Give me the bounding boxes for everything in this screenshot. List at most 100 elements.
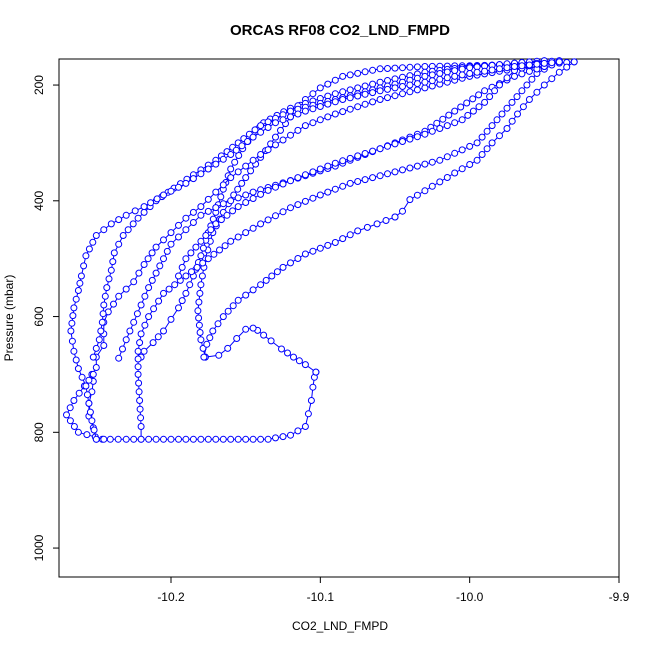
data-point (316, 244, 324, 252)
data-point (528, 75, 536, 83)
chart-title: ORCAS RF08 CO2_LND_FMPD (230, 22, 450, 39)
data-point (339, 108, 347, 116)
data-point (498, 110, 506, 118)
data-point (354, 69, 362, 77)
data-point (257, 435, 265, 443)
data-point (354, 227, 362, 235)
data-point (511, 63, 518, 70)
data-point (182, 272, 190, 280)
data-point (376, 172, 384, 180)
data-point (160, 191, 167, 199)
data-point (232, 146, 240, 154)
data-point (457, 103, 465, 111)
data-point (247, 167, 255, 175)
data-point (72, 295, 80, 303)
data-point (257, 128, 265, 136)
data-point (257, 190, 265, 198)
data-point (324, 241, 332, 249)
data-point (129, 220, 137, 228)
data-point (503, 104, 511, 112)
data-point (324, 100, 332, 108)
data-point (488, 122, 496, 130)
data-point (369, 66, 377, 74)
data-point (443, 122, 451, 130)
data-point (106, 435, 114, 443)
data-point (428, 158, 436, 166)
data-point (376, 145, 384, 153)
series-line (197, 61, 575, 358)
data-point (92, 435, 100, 443)
data-point (137, 435, 145, 443)
data-point (421, 160, 429, 168)
data-point (451, 169, 459, 177)
data-point (249, 435, 257, 443)
data-point (391, 64, 399, 72)
data-point (207, 226, 215, 234)
data-point (189, 175, 197, 183)
data-point (445, 111, 453, 119)
data-point (481, 67, 489, 75)
data-point (163, 247, 171, 255)
data-point (324, 162, 332, 170)
data-point (110, 249, 118, 257)
data-point (100, 226, 108, 234)
data-point (458, 116, 466, 124)
data-point (194, 307, 202, 315)
data-point (514, 110, 521, 118)
data-point (525, 67, 533, 75)
data-point (458, 165, 466, 173)
data-point (503, 64, 511, 72)
data-point (103, 284, 111, 292)
data-point (466, 142, 474, 150)
data-point (234, 233, 242, 241)
data-point (257, 220, 265, 228)
data-point (346, 179, 354, 187)
data-point (115, 216, 123, 224)
data-point (361, 82, 369, 90)
data-point (227, 151, 235, 158)
data-point (491, 87, 499, 95)
data-point (152, 243, 160, 251)
data-point (101, 292, 109, 300)
data-point (391, 92, 399, 100)
data-point (373, 220, 381, 228)
data-point (216, 246, 223, 254)
data-point (171, 281, 179, 289)
data-point (249, 195, 257, 202)
data-point (114, 435, 122, 443)
data-point (518, 62, 526, 70)
data-point (361, 150, 369, 157)
data-point (242, 162, 250, 170)
data-point (92, 232, 100, 239)
data-point (66, 404, 74, 412)
data-point (86, 408, 94, 416)
data-point (231, 158, 239, 166)
data-point (284, 349, 291, 357)
data-point (331, 239, 339, 246)
data-point (100, 435, 108, 443)
data-point (287, 131, 294, 139)
data-point (167, 315, 175, 323)
data-point (309, 194, 317, 202)
y-tick-label: 200 (32, 75, 46, 95)
data-point (433, 119, 441, 127)
data-point (223, 211, 231, 219)
data-point (287, 431, 294, 439)
data-point (466, 161, 474, 168)
data-point (100, 342, 108, 349)
data-point (540, 81, 548, 89)
data-point (439, 115, 447, 123)
data-point (272, 212, 279, 220)
data-point (152, 269, 160, 277)
data-point (503, 125, 511, 132)
data-point (182, 179, 190, 187)
data-point (399, 138, 406, 145)
data-point (513, 93, 521, 101)
data-point (70, 397, 78, 404)
data-point (198, 272, 206, 280)
data-point (346, 154, 354, 162)
data-point (209, 327, 217, 335)
data-point (242, 174, 250, 182)
data-point (165, 285, 173, 293)
data-point (89, 353, 97, 361)
